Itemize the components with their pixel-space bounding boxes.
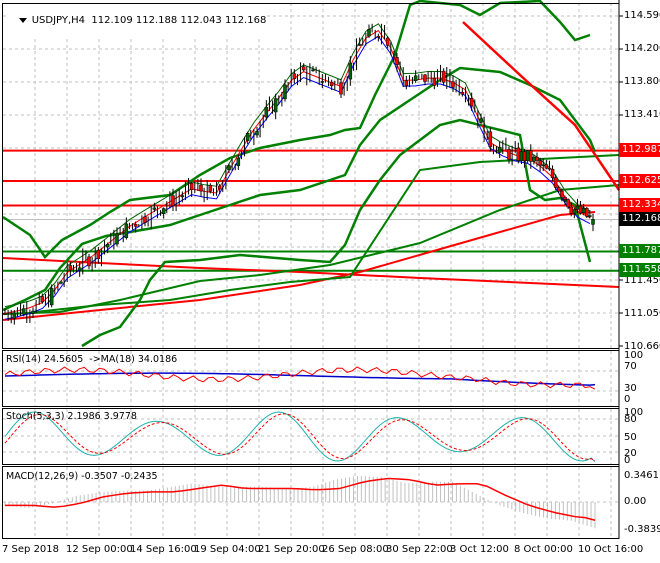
time-axis-label: 26 Sep 08:00	[322, 544, 389, 555]
indicator-lines	[4, 366, 596, 529]
price-axis-label: 110.660	[624, 341, 660, 352]
time-axis-label: 7 Sep 2018	[2, 544, 60, 555]
price-axis-label: 111.450	[624, 275, 660, 286]
rsi-axis-label: 70	[624, 361, 637, 372]
ohlc-values: 112.109 112.188 112.043 112.168	[91, 15, 267, 26]
grid-lines	[3, 3, 619, 538]
price-axis-label: 114.200	[624, 43, 660, 54]
time-axis-label: 8 Oct 00:00	[514, 544, 573, 555]
macd-axis-label: -0.3839	[624, 524, 660, 535]
main-overlays	[2, 0, 621, 348]
stoch-axis-label: 0	[624, 455, 631, 466]
time-axis-label: 12 Sep 00:00	[66, 544, 133, 555]
chart-header: USDJPY,H4 112.109 112.188 112.043 112.16…	[6, 4, 267, 37]
macd-label: MACD(12,26,9) -0.3507 -0.2435	[6, 471, 158, 482]
price-axis-label: 113.410	[624, 109, 660, 120]
stoch-axis-label: 50	[624, 432, 637, 443]
macd-axis-label: 0.3461	[624, 470, 659, 481]
time-axis-label: 19 Sep 04:00	[194, 544, 261, 555]
time-axis-label: 10 Oct 16:00	[578, 544, 644, 555]
time-axis-label: 21 Sep 20:00	[258, 544, 325, 555]
rsi-label: RSI(14) 24.5605 ->MA(18) 34.0186	[6, 354, 178, 365]
level-tag-resistance: 112.625	[619, 174, 660, 188]
macd-axis-label: 0.00	[624, 496, 647, 507]
level-tag-resistance: 112.987	[619, 143, 660, 157]
time-axis-label: 30 Sep 22:00	[386, 544, 453, 555]
price-axis-label: 113.800	[624, 76, 660, 87]
price-axis-label: 111.050	[624, 308, 660, 319]
stoch-axis-label: 100	[624, 407, 644, 418]
stoch-label: Stoch(5,3,3) 2.1986 3.9778	[6, 411, 137, 422]
current-price-tag: 112.168	[619, 212, 660, 226]
rsi-axis-label: 30	[624, 383, 637, 394]
stoch-axis-label: 80	[624, 414, 637, 425]
rsi-axis-label: 100	[624, 350, 644, 361]
symbol-label: USDJPY,H4	[31, 15, 86, 26]
dropdown-triangle-icon[interactable]	[18, 17, 27, 23]
time-axis-label: 3 Oct 12:00	[450, 544, 509, 555]
time-axis-label: 14 Sep 16:00	[130, 544, 197, 555]
candlesticks	[3, 23, 595, 325]
level-tag-resistance: 112.334	[619, 198, 660, 212]
stoch-axis-label: 20	[624, 448, 637, 459]
level-tag-support: 111.558	[619, 263, 660, 277]
rsi-axis-label: 0	[624, 394, 631, 405]
price-axis-label: 114.590	[624, 10, 660, 21]
level-tag-support: 111.787	[619, 244, 660, 258]
